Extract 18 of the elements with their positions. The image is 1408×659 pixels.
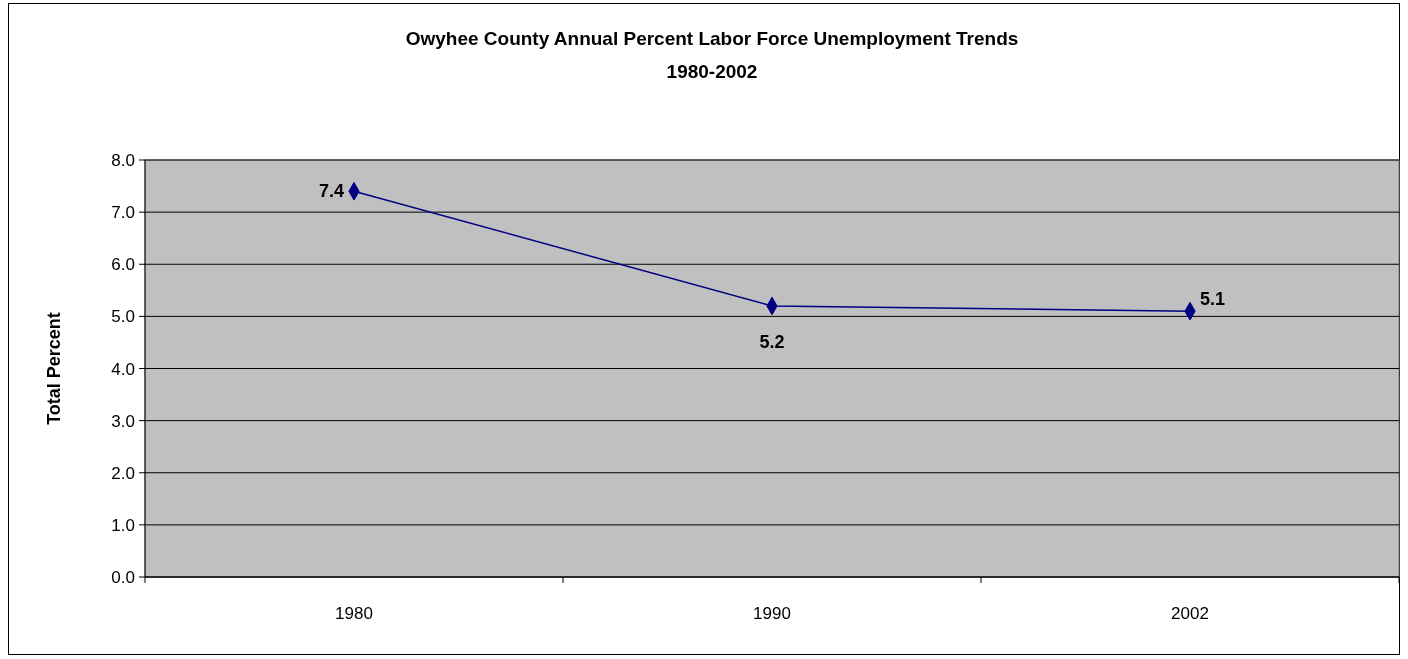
y-tick-label: 1.0 — [111, 515, 135, 535]
y-tick-label: 7.0 — [111, 203, 135, 223]
y-tick-label: 2.0 — [111, 463, 135, 483]
y-tick-label: 0.0 — [111, 568, 135, 587]
chart-subtitle: 1980-2002 — [666, 61, 758, 82]
data-label: 7.4 — [318, 181, 344, 202]
x-tick-label: 1980 — [335, 604, 373, 623]
y-tick-label: 3.0 — [111, 411, 135, 431]
y-tick-label: 4.0 — [111, 359, 135, 379]
y-tick-label: 8.0 — [111, 151, 135, 170]
data-label: 5.2 — [759, 331, 785, 352]
chart-title: Owyhee County Annual Percent Labor Force Unemployment Trends — [405, 28, 1019, 49]
y-tick-label: 6.0 — [111, 255, 135, 275]
data-label: 5.1 — [1200, 289, 1226, 310]
x-tick-label: 1990 — [753, 604, 791, 623]
x-tick-label: 2002 — [1171, 604, 1209, 623]
y-tick-label: 5.0 — [111, 307, 135, 327]
y-axis-title: Total Percent — [44, 312, 64, 425]
